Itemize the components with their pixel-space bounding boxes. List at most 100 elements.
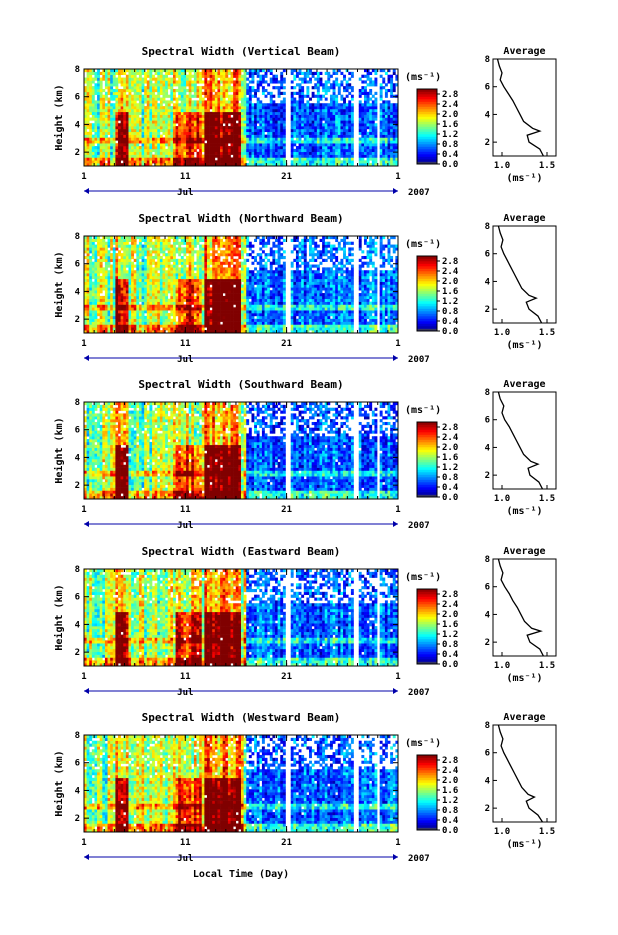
heatmap-cell xyxy=(134,72,137,75)
heatmap-cell xyxy=(183,307,186,310)
heatmap-cell xyxy=(149,100,152,103)
heatmap-cell xyxy=(215,123,218,126)
heatmap-cell xyxy=(89,319,92,322)
heatmap-cell xyxy=(136,310,139,313)
heatmap-cell xyxy=(338,126,341,129)
heatmap-cell xyxy=(301,157,304,160)
heatmap-cell xyxy=(257,89,260,92)
heatmap-cell xyxy=(194,100,197,103)
heatmap-cell xyxy=(246,86,249,89)
heatmap-cell xyxy=(87,276,90,279)
heatmap-cell xyxy=(123,267,126,270)
heatmap-cell xyxy=(118,267,121,270)
heatmap-cell xyxy=(320,126,323,129)
heatmap-cell xyxy=(388,132,391,135)
heatmap-cell xyxy=(330,100,333,103)
heatmap-cell xyxy=(92,143,95,146)
heatmap-cell xyxy=(160,129,163,132)
heatmap-cell xyxy=(149,276,152,279)
heatmap-cell xyxy=(340,160,343,163)
heatmap-cell xyxy=(236,132,239,135)
heatmap-cell xyxy=(118,126,121,129)
heatmap-cell xyxy=(202,103,205,106)
heatmap-cell xyxy=(102,152,105,155)
heatmap-cell xyxy=(157,324,160,327)
heatmap-cell xyxy=(118,143,121,146)
heatmap-cell xyxy=(170,86,173,89)
heatmap-cell xyxy=(97,253,100,256)
heatmap-cell xyxy=(144,293,147,296)
heatmap-cell xyxy=(136,302,139,305)
heatmap-cell xyxy=(244,143,247,146)
heatmap-cell xyxy=(212,89,215,92)
heatmap-cell xyxy=(113,265,116,268)
heatmap-cell xyxy=(123,103,126,106)
heatmap-cell xyxy=(338,118,341,121)
heatmap-cell xyxy=(149,293,152,296)
heatmap-cell xyxy=(144,72,147,75)
heatmap-cell xyxy=(121,123,124,126)
heatmap-cell xyxy=(173,109,176,112)
heatmap-cell xyxy=(123,92,126,95)
heatmap-cell xyxy=(301,149,304,152)
heatmap-cell xyxy=(115,83,118,86)
colorbar-segment xyxy=(417,127,437,130)
heatmap-cell xyxy=(374,100,377,103)
heatmap-cell xyxy=(189,327,192,330)
heatmap-cell xyxy=(267,149,270,152)
heatmap-cell xyxy=(134,160,137,163)
heatmap-cell xyxy=(89,157,92,160)
heatmap-cell xyxy=(152,118,155,121)
heatmap-cell xyxy=(134,282,137,285)
heatmap-cell xyxy=(178,313,181,316)
heatmap-cell xyxy=(142,95,145,98)
heatmap-cell xyxy=(393,160,396,163)
heatmap-cell xyxy=(306,155,309,158)
heatmap-cell xyxy=(191,95,194,98)
heatmap-cell xyxy=(102,327,105,330)
heatmap-cell xyxy=(304,106,307,109)
heatmap-cell xyxy=(113,319,116,322)
heatmap-cell xyxy=(272,146,275,149)
colorbar-tick-label: 1.2 xyxy=(442,130,458,140)
heatmap-cell xyxy=(343,86,346,89)
heatmap-cell xyxy=(361,149,364,152)
heatmap-cell xyxy=(136,296,139,299)
heatmap-cell xyxy=(113,267,116,270)
heatmap-cell xyxy=(293,98,296,101)
heatmap-cell xyxy=(147,152,150,155)
heatmap-cell xyxy=(108,86,111,89)
heatmap-cell xyxy=(380,120,383,123)
heatmap-cell xyxy=(152,242,155,245)
heatmap-cell xyxy=(121,115,124,118)
heatmap-cell xyxy=(388,78,391,81)
heatmap-cell xyxy=(155,296,158,299)
heatmap-cell xyxy=(105,310,108,313)
heatmap-cell xyxy=(100,319,103,322)
heatmap-cell xyxy=(296,160,299,163)
heatmap-cell xyxy=(100,157,103,160)
heatmap-cell xyxy=(385,132,388,135)
heatmap-cell xyxy=(100,265,103,268)
heatmap-cell xyxy=(272,149,275,152)
heatmap-cell xyxy=(217,109,220,112)
heatmap-cell xyxy=(136,324,139,327)
heatmap-cell xyxy=(223,132,226,135)
heatmap-cell xyxy=(183,80,186,83)
heatmap-cell xyxy=(280,129,283,132)
heatmap-cell xyxy=(199,100,202,103)
heatmap-cell xyxy=(367,137,370,140)
heatmap-cell xyxy=(149,296,152,299)
heatmap-cell xyxy=(136,72,139,75)
heatmap-cell xyxy=(390,140,393,143)
heatmap-cell xyxy=(131,245,134,248)
heatmap-cell xyxy=(217,89,220,92)
heatmap-cell xyxy=(128,250,131,253)
heatmap-cell xyxy=(142,120,145,123)
heatmap-cell xyxy=(163,310,166,313)
heatmap-cell xyxy=(372,146,375,149)
heatmap-cell xyxy=(102,123,105,126)
heatmap-cell xyxy=(186,160,189,163)
heatmap-cell xyxy=(160,287,163,290)
heatmap-cell xyxy=(312,126,315,129)
